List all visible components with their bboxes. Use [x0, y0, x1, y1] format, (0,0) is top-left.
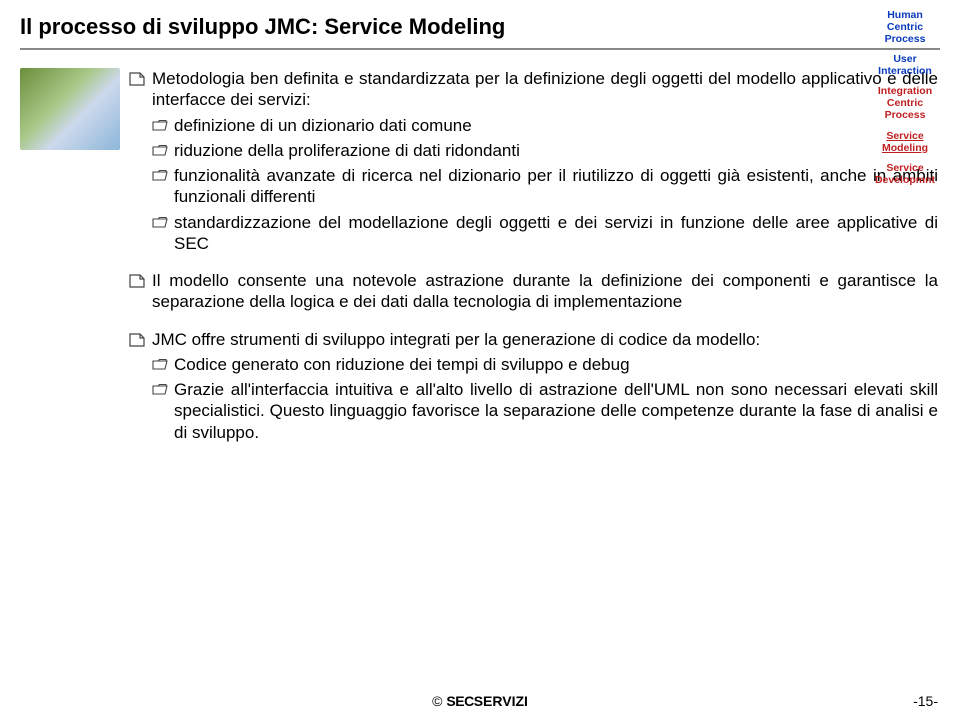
side-tag: ServiceDevelopmnt — [860, 159, 950, 191]
sub-bullet-list: Codice generato con riduzione dei tempi … — [128, 354, 938, 443]
folder-icon — [152, 383, 168, 395]
footer-brand-2: SERVIZI — [474, 693, 528, 709]
sub-bullet-text: riduzione della proliferazione di dati r… — [174, 140, 520, 161]
sub-bullet-text: funzionalità avanzate di ricerca nel diz… — [174, 165, 938, 208]
footer-brand-1: SEC — [446, 693, 473, 709]
bullet-list: Metodologia ben definita e standardizzat… — [128, 68, 938, 443]
side-tag: HumanCentricProcess — [860, 6, 950, 50]
sub-bullet-text: Grazie all'interfaccia intuitiva e all'a… — [174, 379, 938, 443]
sub-bullet-item: definizione di un dizionario dati comune — [152, 115, 938, 136]
body: Metodologia ben definita e standardizzat… — [20, 68, 940, 459]
footer-logo: SECSERVIZI — [446, 693, 528, 709]
title-divider — [20, 48, 940, 50]
page-number: -15- — [913, 693, 938, 709]
slide-page: Il processo di sviluppo JMC: Service Mod… — [0, 0, 960, 719]
folder-icon — [152, 119, 168, 131]
bullet-item: JMC offre strumenti di sviluppo integrat… — [128, 329, 938, 443]
decorative-image-golf — [20, 68, 120, 150]
bullet-text: JMC offre strumenti di sviluppo integrat… — [152, 329, 760, 350]
bullet-item: Il modello consente una notevole astrazi… — [128, 270, 938, 313]
folder-icon — [152, 216, 168, 228]
copyright-symbol: © — [432, 693, 442, 709]
side-tag: UserInteraction — [860, 50, 950, 82]
page-title: Il processo di sviluppo JMC: Service Mod… — [20, 14, 940, 40]
sub-bullet-text: definizione di un dizionario dati comune — [174, 115, 472, 136]
bullet-text: Il modello consente una notevole astrazi… — [152, 270, 938, 313]
sub-bullet-item: standardizzazione del modellazione degli… — [152, 212, 938, 255]
document-icon — [128, 332, 146, 347]
sub-bullet-item: funzionalità avanzate di ricerca nel diz… — [152, 165, 938, 208]
folder-icon — [152, 358, 168, 370]
bullet-item: Metodologia ben definita e standardizzat… — [128, 68, 938, 254]
left-column — [20, 68, 128, 459]
document-icon — [128, 273, 146, 288]
footer: © SECSERVIZI — [0, 693, 960, 709]
sub-bullet-item: riduzione della proliferazione di dati r… — [152, 140, 938, 161]
folder-icon — [152, 144, 168, 156]
sub-bullet-text: Codice generato con riduzione dei tempi … — [174, 354, 630, 375]
side-tag: ServiceModeling — [860, 127, 950, 159]
folder-icon — [152, 169, 168, 181]
side-tags: HumanCentricProcessUserInteractionIntegr… — [860, 6, 950, 191]
bullet-text: Metodologia ben definita e standardizzat… — [152, 68, 938, 111]
side-tag: IntegrationCentricProcess — [860, 82, 950, 126]
document-icon — [128, 71, 146, 86]
content-column: Metodologia ben definita e standardizzat… — [128, 68, 940, 459]
sub-bullet-item: Grazie all'interfaccia intuitiva e all'a… — [152, 379, 938, 443]
sub-bullet-text: standardizzazione del modellazione degli… — [174, 212, 938, 255]
sub-bullet-list: definizione di un dizionario dati comune… — [128, 115, 938, 255]
sub-bullet-item: Codice generato con riduzione dei tempi … — [152, 354, 938, 375]
